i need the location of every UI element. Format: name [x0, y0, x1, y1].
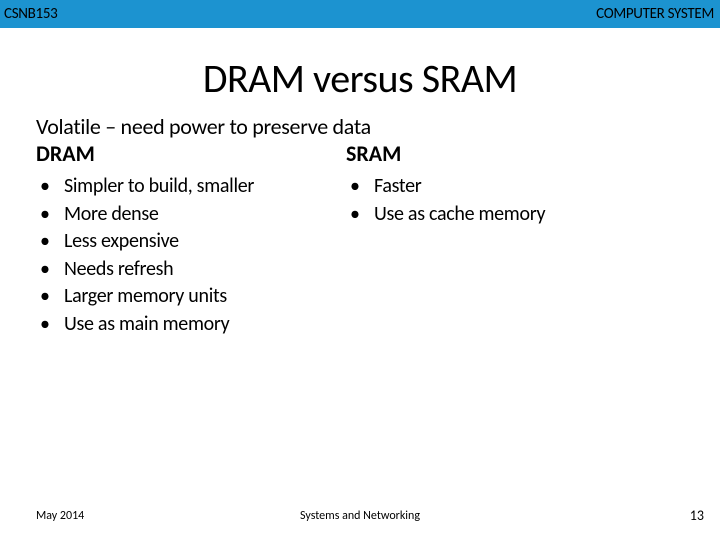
bullet-text: Larger memory units: [64, 283, 346, 311]
course-code: CSNB153: [4, 5, 57, 23]
bullet-icon: •: [346, 201, 374, 229]
column-headers: DRAM SRAM: [36, 140, 684, 167]
subtitle: Volatile – need power to preserve data: [36, 113, 684, 140]
bullet-text: Use as cache memory: [374, 201, 545, 229]
footer-date: May 2014: [36, 509, 84, 523]
bullet-icon: •: [36, 228, 64, 256]
list-item: •Use as cache memory: [346, 201, 545, 229]
course-name: COMPUTER SYSTEM: [596, 5, 714, 23]
list-item: •Faster: [346, 173, 545, 201]
columns: •Simpler to build, smaller•More dense•Le…: [36, 173, 684, 339]
list-item: •Less expensive: [36, 228, 346, 256]
list-item: •Larger memory units: [36, 283, 346, 311]
bullet-icon: •: [36, 201, 64, 229]
bullet-text: Use as main memory: [64, 311, 346, 339]
bullet-text: Simpler to build, smaller: [64, 173, 346, 201]
bullet-icon: •: [346, 173, 374, 201]
bullet-icon: •: [36, 173, 64, 201]
bullet-icon: •: [36, 311, 64, 339]
slide: CSNB153 COMPUTER SYSTEM DRAM versus SRAM…: [0, 0, 720, 540]
list-item: •Needs refresh: [36, 256, 346, 284]
slide-body: Volatile – need power to preserve data D…: [0, 113, 720, 540]
header-bar: CSNB153 COMPUTER SYSTEM: [0, 0, 720, 28]
left-heading: DRAM: [36, 140, 346, 167]
slide-title: DRAM versus SRAM: [0, 54, 720, 103]
footer-center: Systems and Networking: [300, 509, 420, 523]
right-heading: SRAM: [346, 140, 401, 167]
bullet-text: Less expensive: [64, 228, 346, 256]
right-column: •Faster•Use as cache memory: [346, 173, 545, 339]
footer: May 2014 Systems and Networking 13: [0, 507, 720, 524]
left-column: •Simpler to build, smaller•More dense•Le…: [36, 173, 346, 339]
bullet-text: Faster: [374, 173, 545, 201]
footer-page: 13: [690, 507, 704, 524]
list-item: •Use as main memory: [36, 311, 346, 339]
bullet-icon: •: [36, 256, 64, 284]
bullet-text: Needs refresh: [64, 256, 346, 284]
list-item: •More dense: [36, 201, 346, 229]
list-item: •Simpler to build, smaller: [36, 173, 346, 201]
bullet-text: More dense: [64, 201, 346, 229]
bullet-icon: •: [36, 283, 64, 311]
